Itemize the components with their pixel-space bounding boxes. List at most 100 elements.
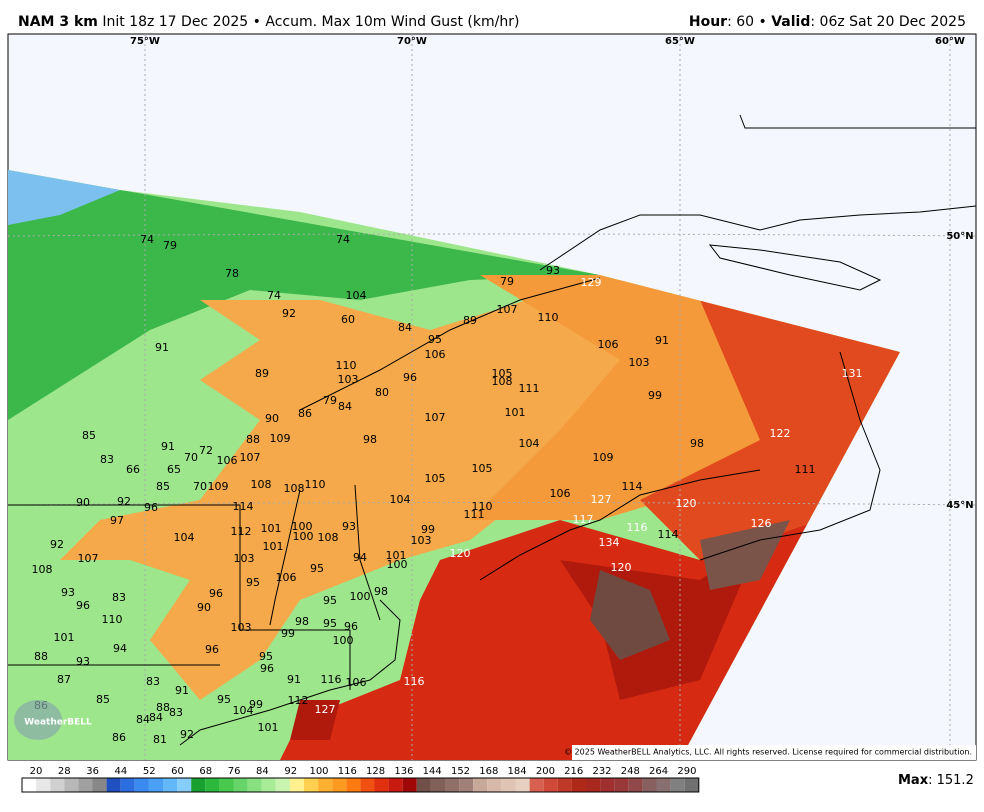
station-value: 112 xyxy=(231,525,252,538)
graticule xyxy=(7,34,977,760)
station-value: 103 xyxy=(231,621,252,634)
station-value: 93 xyxy=(342,520,356,533)
station-value: 98 xyxy=(690,437,704,450)
colorbar-swatch xyxy=(36,778,51,792)
station-value: 116 xyxy=(627,521,648,534)
colorbar-swatch xyxy=(64,778,79,792)
colorbar-swatch xyxy=(571,778,586,792)
max-label: Max xyxy=(898,773,929,788)
station-value: 101 xyxy=(54,631,75,644)
station-value: 96 xyxy=(144,501,158,514)
station-value: 60 xyxy=(341,313,355,326)
colorbar-tick-label: 36 xyxy=(86,766,99,777)
station-value: 106 xyxy=(217,454,238,467)
station-value: 81 xyxy=(153,733,167,746)
colorbar-swatch xyxy=(50,778,65,792)
station-value: 96 xyxy=(76,599,90,612)
station-value: 83 xyxy=(100,453,114,466)
hour: : 60 xyxy=(727,14,754,30)
colorbar-tick-label: 144 xyxy=(423,766,442,777)
copyright-box xyxy=(572,745,976,760)
station-value: 99 xyxy=(249,698,263,711)
station-value: 114 xyxy=(622,480,643,493)
colorbar-tick-label: 248 xyxy=(621,766,640,777)
station-value: 96 xyxy=(205,643,219,656)
colorbar-border xyxy=(21,777,700,793)
colorbar-swatch xyxy=(416,778,431,792)
station-value: 88 xyxy=(246,433,260,446)
station-value: 134 xyxy=(599,536,620,549)
station-value: 91 xyxy=(161,440,175,453)
lon-label: 70°W xyxy=(397,36,427,47)
colorbar-swatch xyxy=(233,778,248,792)
colorbar-swatch xyxy=(529,778,544,792)
station-value: 85 xyxy=(82,429,96,442)
station-value: 93 xyxy=(546,264,560,277)
colorbar-tick-label: 216 xyxy=(564,766,583,777)
station-value: 120 xyxy=(450,547,471,560)
station-value: 93 xyxy=(76,655,90,668)
station-value: 110 xyxy=(102,613,123,626)
colorbar-tick-label: 52 xyxy=(143,766,156,777)
colorbar-swatch xyxy=(134,778,149,792)
station-value: 111 xyxy=(464,508,485,521)
station-value: 91 xyxy=(155,341,169,354)
station-value: 90 xyxy=(265,412,279,425)
station-value: 83 xyxy=(146,675,160,688)
coastlines xyxy=(8,114,977,746)
station-value: 90 xyxy=(76,496,90,509)
colorbar-tick-label: 116 xyxy=(338,766,357,777)
station-value: 86 xyxy=(298,407,312,420)
station-value: 100 xyxy=(292,520,313,533)
station-value: 103 xyxy=(338,373,359,386)
colorbar-tick-label: 136 xyxy=(394,766,413,777)
colorbar-tick-label: 128 xyxy=(366,766,385,777)
logo-globe xyxy=(14,700,62,740)
colorbar-swatch xyxy=(543,778,558,792)
model: NAM 3 km xyxy=(18,14,98,30)
station-value: 98 xyxy=(295,615,309,628)
station-value: 89 xyxy=(463,314,477,327)
separator: • xyxy=(759,14,767,30)
colorbar-swatch xyxy=(106,778,121,792)
colorbar-tick-label: 264 xyxy=(649,766,668,777)
colorbar-swatch xyxy=(261,778,276,792)
station-value: 72 xyxy=(199,444,213,457)
station-value: 108 xyxy=(492,375,513,388)
station-value: 91 xyxy=(175,684,189,697)
colorbar-tick-label: 84 xyxy=(256,766,269,777)
lon-label: 60°W xyxy=(935,36,965,47)
station-value: 89 xyxy=(255,367,269,380)
station-value: 88 xyxy=(156,701,170,714)
station-value: 103 xyxy=(411,534,432,547)
station-value: 106 xyxy=(346,676,367,689)
colorbar-swatch xyxy=(177,778,192,792)
colorbar-tick-label: 184 xyxy=(508,766,527,777)
station-value: 100 xyxy=(333,634,354,647)
station-value: 95 xyxy=(217,693,231,706)
colorbar-swatch xyxy=(360,778,375,792)
lat-label: 50°N xyxy=(946,231,973,242)
station-value: 97 xyxy=(110,514,124,527)
station-value: 84 xyxy=(136,713,150,726)
station-value: 100 xyxy=(350,590,371,603)
station-value: 114 xyxy=(658,528,679,541)
hour-label: Hour xyxy=(689,14,727,30)
station-value: 96 xyxy=(209,587,223,600)
colorbar-swatch xyxy=(586,778,601,792)
colorbar-swatch xyxy=(346,778,361,792)
station-value: 92 xyxy=(50,538,64,551)
station-value: 116 xyxy=(404,675,425,688)
station-value: 74 xyxy=(140,233,154,246)
station-value: 104 xyxy=(233,704,254,717)
station-value: 110 xyxy=(472,500,493,513)
station-value: 108 xyxy=(32,563,53,576)
valid: : 06z Sat 20 Dec 2025 xyxy=(810,14,966,30)
station-value: 111 xyxy=(519,382,540,395)
station-value: 106 xyxy=(550,487,571,500)
station-value: 99 xyxy=(648,389,662,402)
station-value: 95 xyxy=(428,333,442,346)
colorbar-swatch xyxy=(600,778,615,792)
